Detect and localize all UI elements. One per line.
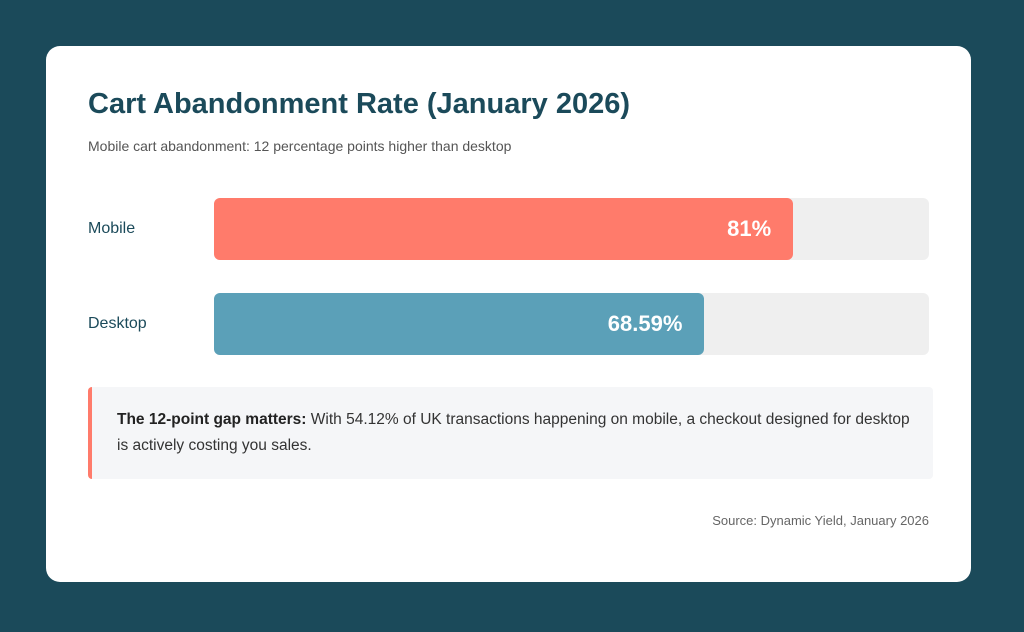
category-label: Desktop [88,315,147,332]
card: Cart Abandonment Rate (January 2026) Mob… [46,46,971,582]
bar-row: Mobile 81% [88,198,929,260]
annotation-lead: The 12-point gap matters: [117,411,307,428]
bar-track: 68.59% [214,293,929,355]
chart-title: Cart Abandonment Rate (January 2026) [88,88,631,120]
bar: 81% [214,198,794,260]
source: Source: Dynamic Yield, January 2026 [712,513,929,528]
chart-subtitle: Mobile cart abandonment: 12 percentage p… [88,138,512,154]
bar-track: 81% [214,198,929,260]
category-label: Mobile [88,220,136,237]
value-label: 68.59% [607,311,683,336]
bar-row: Desktop 68.59% [88,293,929,355]
annotation: The 12-point gap matters: With 54.12% of… [88,387,933,479]
annotation-text: With 54.12% of UK transactions happening… [117,411,910,454]
bar: 68.59% [214,293,705,355]
value-label: 81% [727,216,772,241]
